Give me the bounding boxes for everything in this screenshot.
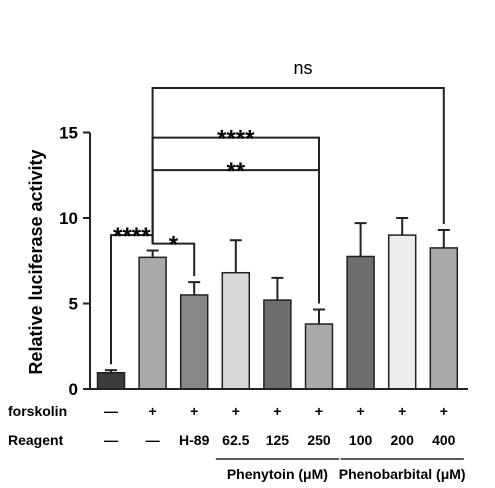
row-cell: + — [357, 403, 365, 419]
significance-bracket — [151, 87, 445, 245]
row-cell: — — [146, 432, 160, 448]
bar — [138, 256, 167, 390]
row-cell: 62.5 — [222, 432, 249, 448]
bar — [96, 372, 126, 390]
row-cell: 250 — [307, 432, 331, 448]
row-cell: + — [232, 403, 240, 419]
y-tick-labels: 0 5 10 15 — [59, 124, 78, 400]
y-tick-label: 15 — [59, 124, 78, 143]
significance-label: **** — [113, 223, 151, 250]
group-label: Phenytoin (μM) — [227, 466, 328, 482]
row-cell: + — [398, 403, 406, 419]
row-cell: — — [104, 403, 118, 419]
row-cell: H-89 — [179, 432, 210, 448]
row-cell: 400 — [432, 432, 456, 448]
significance-label: * — [169, 232, 179, 259]
row-cell: — — [104, 432, 118, 448]
row-cell: 100 — [349, 432, 373, 448]
significance-brackets: **** *******ns — [110, 58, 445, 365]
bar — [304, 323, 334, 390]
bar — [429, 247, 459, 390]
y-axis-label: Relative luciferase activity — [26, 149, 46, 374]
row-cell: 200 — [391, 432, 415, 448]
row-cell: + — [190, 403, 198, 419]
y-axis-label-group: Relative luciferase activity — [26, 149, 46, 374]
row-label: forskolin — [8, 403, 67, 419]
row-label: Reagent — [8, 432, 64, 448]
row-cell: + — [149, 403, 157, 419]
y-tick-label: 0 — [69, 380, 78, 399]
axes — [83, 131, 468, 390]
significance-label: **** — [217, 126, 255, 153]
bar — [346, 255, 375, 390]
row-cell: 125 — [266, 432, 290, 448]
condition-table: forskolin — + + + + + + + + Reagent — — H-89 62.5 125 25… — [8, 403, 456, 448]
row-cell: + — [440, 403, 448, 419]
significance-label: ns — [293, 58, 312, 78]
bar — [221, 271, 251, 390]
y-tick-label: 10 — [59, 209, 78, 228]
row-cell: + — [273, 403, 281, 419]
group-labels: Phenytoin (μM) Phenobarbital (μM) — [215, 458, 466, 482]
bar — [179, 294, 209, 390]
bars — [96, 234, 459, 390]
error-bars — [105, 217, 450, 373]
row-cell: + — [315, 403, 323, 419]
significance-label: ** — [226, 158, 245, 185]
y-tick-label: 5 — [69, 295, 78, 314]
bar — [387, 234, 417, 390]
bar — [263, 299, 292, 390]
group-label: Phenobarbital (μM) — [339, 466, 466, 482]
